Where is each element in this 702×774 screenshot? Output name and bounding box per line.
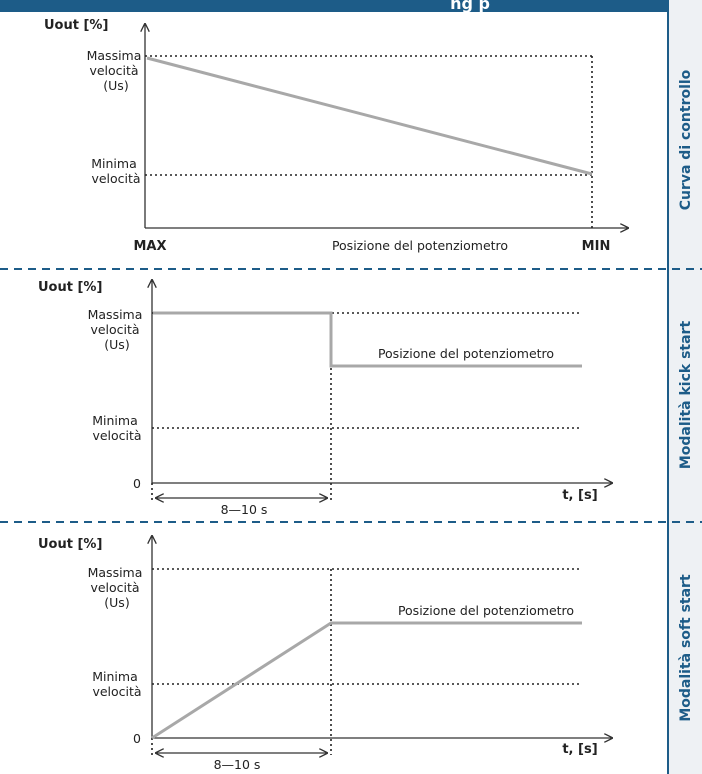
min-speed-line1: Minima [91,156,137,171]
kick-start-chart: Uout [%] Massima velocità (Us) Minima ve… [38,280,612,517]
max-speed-line1: Massima [87,48,142,63]
curve-label: Posizione del potenziometro [378,346,554,361]
min-speed-line2: velocità [92,428,141,443]
max-speed-line2: velocità [90,322,139,337]
max-speed-label: Massima velocità (Us) [88,307,147,352]
y-axis-title: Uout [%] [38,280,102,295]
max-speed-line2: velocità [89,63,138,78]
kick-start-curve [153,311,582,368]
min-speed-line1: Minima [92,413,138,428]
x-label-potentiometer: Posizione del potenziometro [332,238,508,253]
zero-label: 0 [133,731,141,746]
max-speed-line3: (Us) [103,78,128,93]
sidebar [668,0,702,774]
duration-label: 8—10 s [221,502,268,517]
side-label-soft-start: Modalità soft start [678,574,694,722]
zero-label: 0 [133,476,141,491]
max-speed-label: Massima velocità (Us) [87,48,146,93]
side-label-kick-start: Modalità kick start [678,321,694,470]
curve-label: Posizione del potenziometro [398,603,574,618]
max-speed-label: Massima velocità (Us) [88,565,147,610]
min-speed-label: Minima velocità [92,669,141,699]
x-axis-title: t, [s] [562,488,597,503]
min-speed-line2: velocità [91,171,140,186]
min-speed-label: Minima velocità [92,413,141,443]
max-speed-line1: Massima [88,565,143,580]
header-title: ng p [450,0,490,13]
duration-label: 8—10 s [214,757,261,772]
max-speed-line1: Massima [88,307,143,322]
x-axis-title: t, [s] [562,742,597,757]
max-speed-line3: (Us) [104,337,129,352]
y-axis-title: Uout [%] [38,537,102,552]
control-curve-chart: Uout [%] Massima velocità (Us) Minima ve… [44,18,628,254]
min-speed-label: Minima velocità [91,156,140,186]
header-bar [0,0,702,12]
x-label-max: MAX [133,239,166,254]
min-speed-line2: velocità [92,684,141,699]
x-label-min: MIN [582,239,611,254]
soft-start-curve [151,621,582,740]
min-speed-line1: Minima [92,669,138,684]
max-speed-line2: velocità [90,580,139,595]
max-speed-line3: (Us) [104,595,129,610]
control-curve [146,56,593,176]
y-axis-title: Uout [%] [44,18,108,33]
side-label-control-curve: Curva di controllo [678,69,694,210]
soft-start-chart: Uout [%] Massima velocità (Us) Minima ve… [38,536,612,772]
